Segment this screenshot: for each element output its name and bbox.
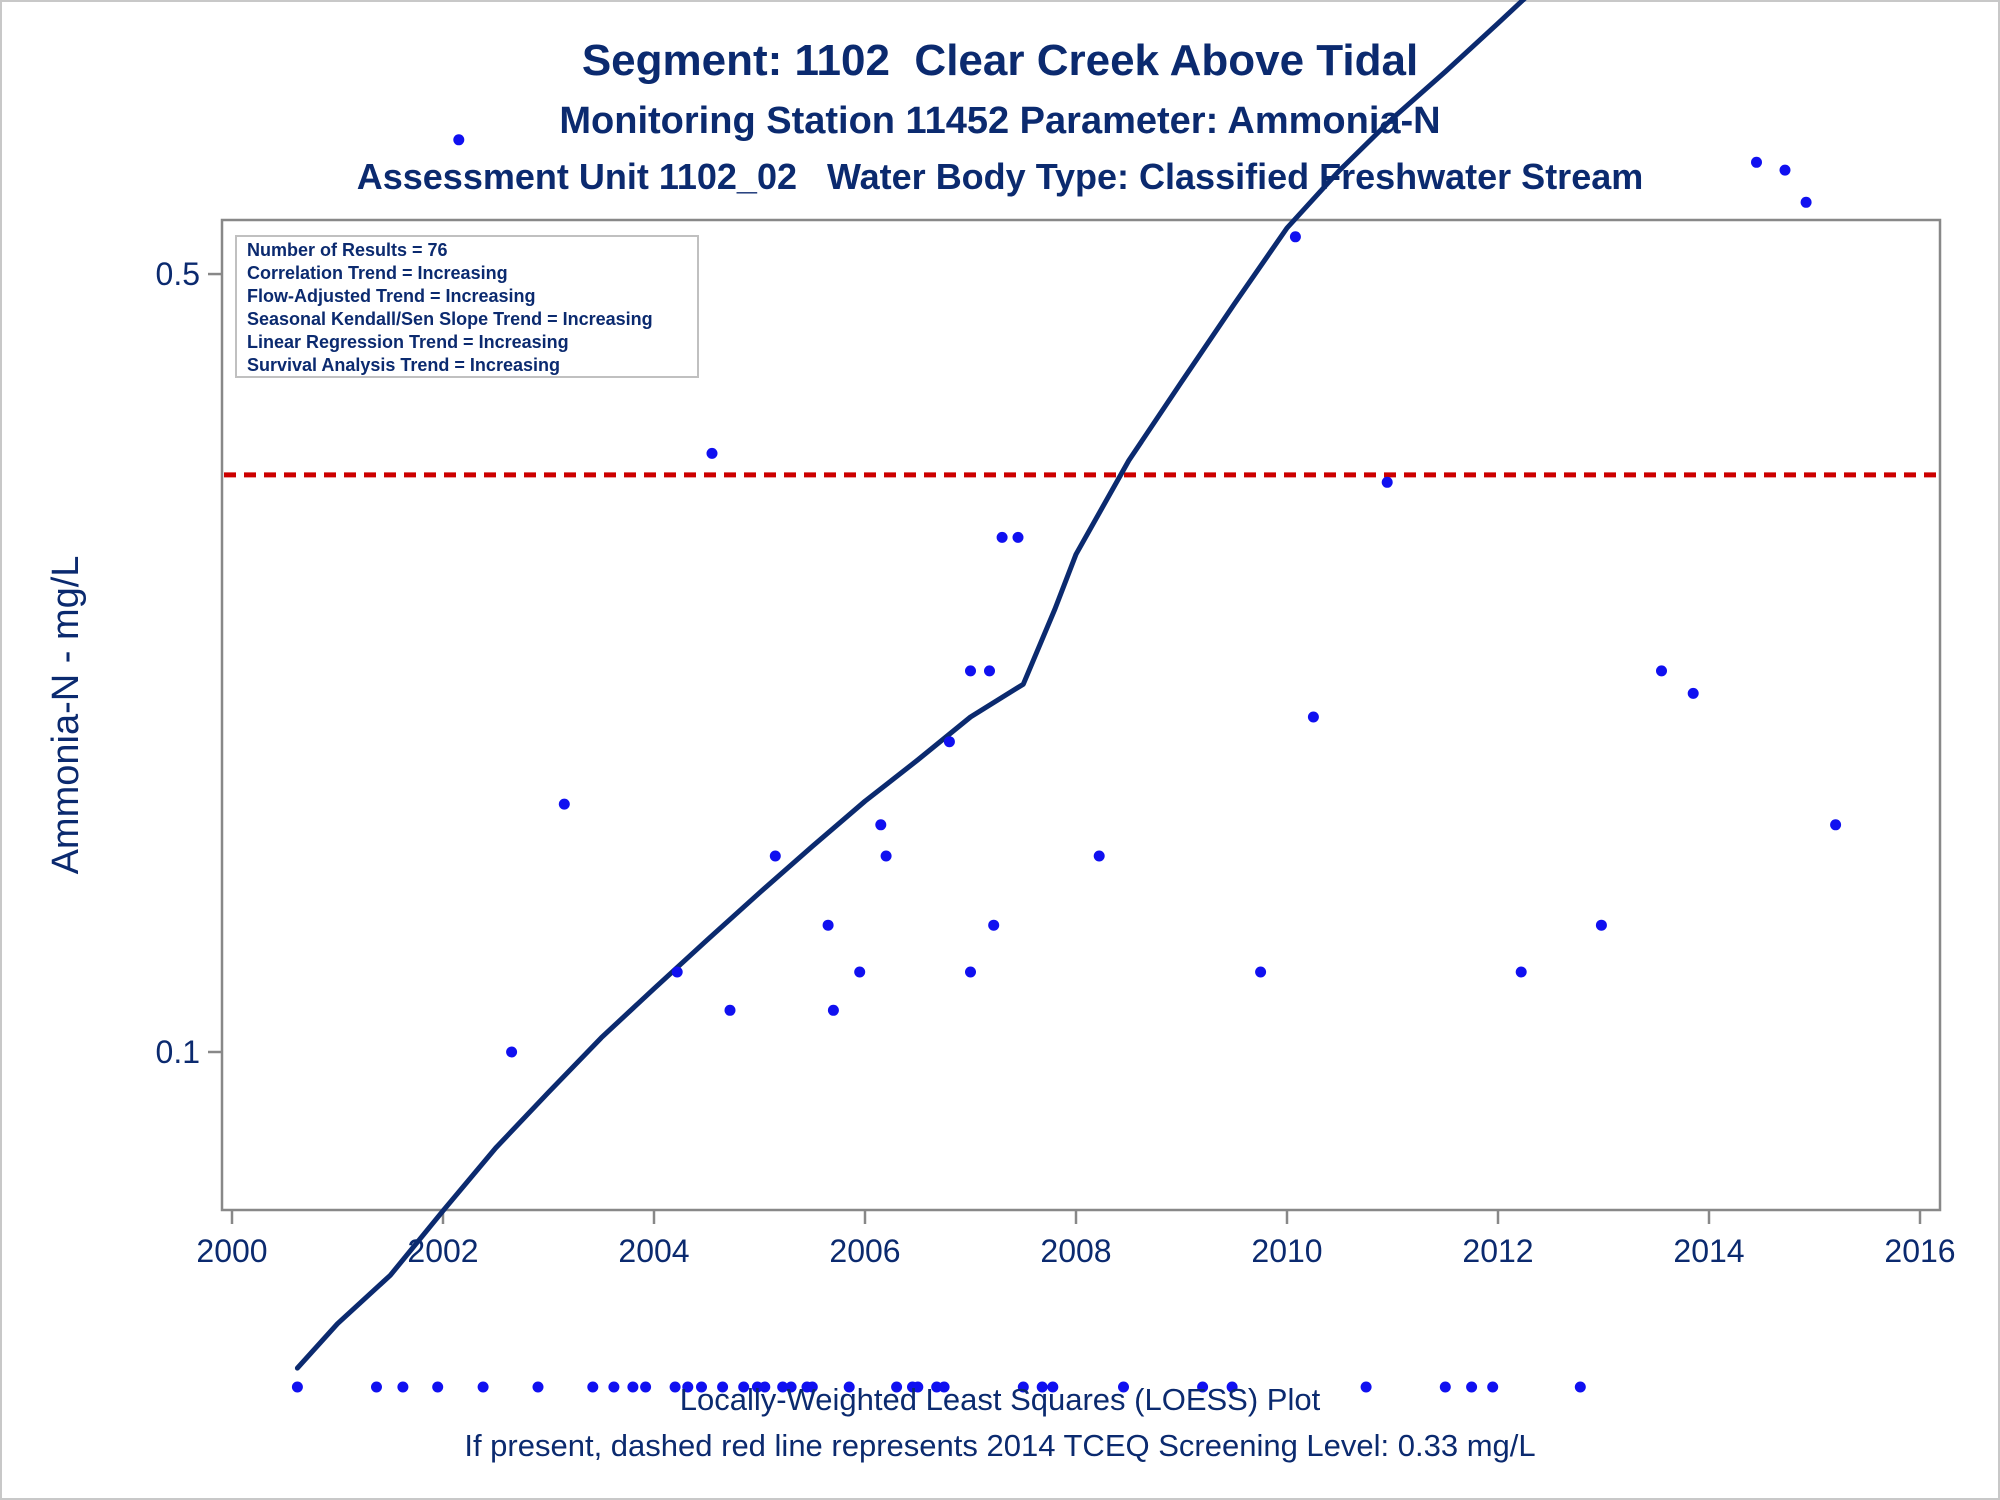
data-point (506, 1046, 518, 1058)
data-point (891, 1381, 903, 1393)
data-point (827, 1004, 839, 1016)
footnote-screening: If present, dashed red line represents 2… (464, 1428, 1536, 1463)
data-point (1830, 819, 1842, 831)
data-point (371, 1381, 382, 1393)
x-tick-label: 2010 (1251, 1233, 1322, 1269)
data-point (777, 1381, 789, 1393)
stats-box-border (235, 235, 699, 378)
data-point (965, 966, 976, 978)
data-point (880, 850, 892, 862)
chart-title: Segment: 1102 Clear Creek Above Tidal (581, 36, 1419, 85)
data-point (608, 1381, 620, 1393)
data-point (1118, 1381, 1129, 1393)
x-tick-label: 2004 (618, 1233, 689, 1269)
data-point (1307, 711, 1319, 723)
data-point (1574, 1381, 1586, 1393)
chart-subtitle-assessment: Assessment Unit 1102_02 Water Body Type:… (356, 156, 1644, 197)
data-point (669, 1381, 681, 1393)
data-point (432, 1381, 444, 1393)
data-point (785, 1381, 797, 1393)
data-point (1595, 919, 1607, 931)
plot-area (220, 218, 1942, 1212)
stats-line: Correlation Trend = Increasing (247, 263, 508, 283)
stats-line: Linear Regression Trend = Increasing (247, 332, 569, 352)
data-point (1047, 1381, 1059, 1393)
data-point (1289, 231, 1301, 243)
data-point (806, 1381, 818, 1393)
data-point (1466, 1381, 1478, 1393)
data-point (558, 798, 570, 810)
data-point (477, 1381, 489, 1393)
data-point (1487, 1381, 1499, 1393)
data-point (587, 1381, 599, 1393)
data-point (943, 736, 955, 748)
x-tick-label: 2016 (1884, 1233, 1955, 1269)
data-point (854, 966, 866, 978)
x-tick-label: 2008 (1040, 1233, 1111, 1269)
data-point (965, 665, 976, 677)
data-point (1255, 966, 1267, 978)
data-point (1197, 1381, 1209, 1393)
y-axis-title: Ammonia-N - mg/L (45, 556, 87, 875)
stats-line: Survival Analysis Trend = Increasing (247, 355, 560, 375)
data-point (996, 531, 1008, 543)
trend-stats-box: Number of Results = 76 Correlation Trend … (235, 235, 699, 378)
data-point (453, 134, 465, 146)
data-point (822, 919, 834, 931)
data-point (1439, 1381, 1451, 1393)
data-point (1381, 476, 1393, 488)
data-point (397, 1381, 409, 1393)
data-point (875, 819, 887, 831)
data-point (1751, 156, 1762, 168)
data-point (1656, 665, 1667, 677)
data-point (696, 1381, 707, 1393)
data-point (706, 447, 718, 459)
data-point (1779, 164, 1791, 176)
x-tick-label: 2006 (829, 1233, 900, 1269)
data-point (1017, 1381, 1029, 1393)
data-point (988, 919, 1000, 931)
data-point (717, 1381, 729, 1393)
data-point (682, 1381, 694, 1393)
data-points (291, 134, 1842, 1393)
data-point (1012, 531, 1024, 543)
stats-line: Number of Results = 76 (247, 240, 448, 260)
data-point (640, 1381, 652, 1393)
x-tick-label: 2012 (1462, 1233, 1533, 1269)
data-point (1360, 1381, 1372, 1393)
x-axis: 2000 2002 2004 2006 2008 2010 2012 2014 2016 (196, 1210, 1956, 1269)
x-tick-label: 2000 (196, 1233, 267, 1269)
data-point (1036, 1381, 1048, 1393)
footnote-method: Locally-Weighted Least Squares (LOESS) P… (679, 1382, 1321, 1417)
data-point (1093, 850, 1105, 862)
x-tick-label: 2014 (1673, 1233, 1744, 1269)
y-tick-label: 0.5 (156, 256, 200, 292)
loess-curve (294, 0, 1527, 1371)
data-point (1800, 196, 1812, 208)
data-point (938, 1381, 950, 1393)
data-point (1226, 1381, 1238, 1393)
data-point (532, 1381, 544, 1393)
data-point (984, 665, 995, 677)
data-point (291, 1381, 303, 1393)
stats-line: Seasonal Kendall/Sen Slope Trend = Incre… (247, 309, 653, 329)
data-point (843, 1381, 855, 1393)
data-point (671, 966, 683, 978)
y-tick-label: 0.1 (156, 1034, 200, 1070)
data-point (627, 1381, 639, 1393)
y-axis: 0.10.511.522.53.54.5 (156, 256, 222, 1070)
data-point (724, 1004, 736, 1016)
data-point (769, 850, 781, 862)
data-point (759, 1381, 771, 1393)
data-point (1515, 966, 1527, 978)
data-point (1687, 687, 1699, 699)
stats-line: Flow-Adjusted Trend = Increasing (247, 286, 536, 306)
data-point (912, 1381, 924, 1393)
data-point (738, 1381, 750, 1393)
